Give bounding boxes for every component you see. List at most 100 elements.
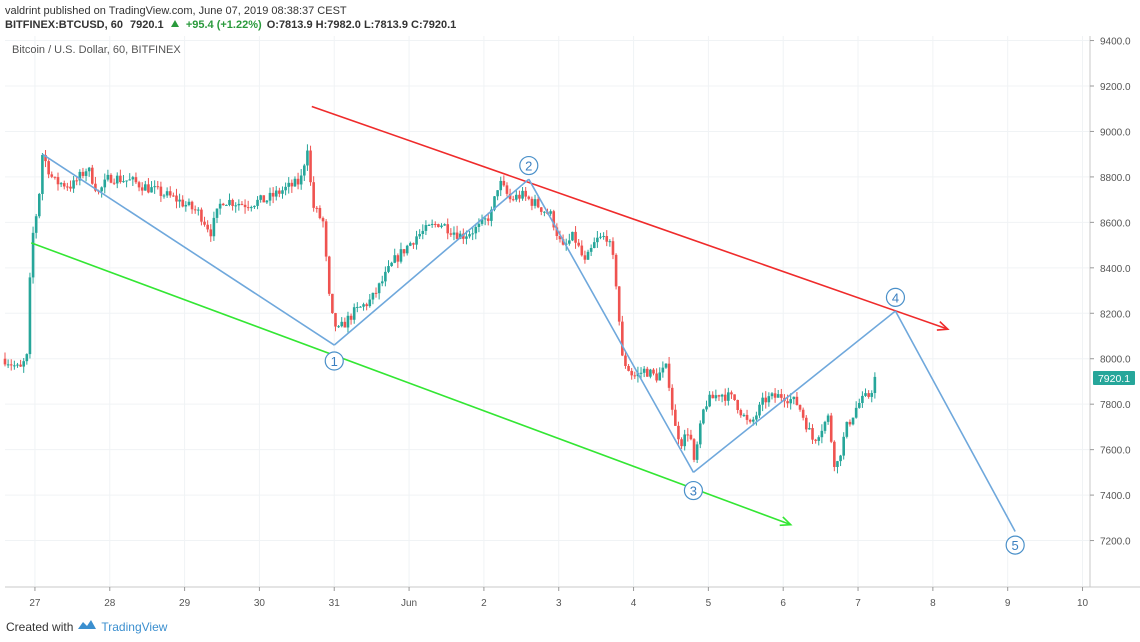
candle-body (109, 174, 113, 183)
candle-body (150, 187, 153, 193)
candle-body (698, 423, 702, 445)
candle-body (418, 233, 421, 237)
candle-body (664, 363, 668, 368)
candle-body (250, 207, 253, 209)
candle-body (804, 417, 808, 430)
candle-body (31, 232, 35, 278)
candle-body (748, 419, 752, 422)
candle-body (312, 182, 315, 208)
candle-body (742, 414, 746, 416)
candle-body (568, 240, 571, 244)
candle-body (144, 184, 147, 191)
candle-body (324, 221, 328, 257)
candle-body (259, 195, 262, 200)
candle-body (592, 242, 596, 248)
candle-body (455, 232, 459, 239)
candle-body (100, 187, 103, 192)
last-price-badge: 7920.1 (1093, 371, 1135, 385)
candle-body (159, 186, 163, 196)
candle-body (829, 415, 833, 442)
candle-body (857, 402, 861, 408)
candle-body (234, 205, 238, 207)
candle-body (661, 367, 665, 373)
candle-body (6, 364, 10, 366)
candle-body (864, 393, 867, 396)
candle-body (558, 236, 562, 240)
candle-body (41, 154, 44, 194)
candle-body (574, 231, 577, 243)
candle-body (480, 219, 484, 224)
candle-body (203, 221, 206, 225)
candle-body (268, 192, 272, 201)
candle-body (854, 407, 858, 418)
x-tick-label: 31 (329, 598, 341, 609)
candle-body (122, 181, 125, 183)
candle-body (652, 369, 655, 374)
candle-body (402, 249, 406, 254)
candle-body (583, 255, 587, 260)
footer: Created with TradingView (6, 619, 167, 634)
wave-label: 5 (1012, 538, 1019, 553)
candle-body (278, 190, 281, 194)
x-axis: 27 28 29 30 31 Jun 2 3 4 5 6 7 8 9 10 (29, 587, 1089, 609)
candle-body (437, 224, 440, 228)
candle-body (178, 199, 181, 202)
candle-body (290, 182, 294, 187)
candle-body (153, 186, 156, 188)
candle-body (621, 321, 624, 356)
candle-body (274, 190, 278, 197)
candles (3, 144, 877, 474)
candle-body (539, 207, 543, 212)
ohlc-values: O:7813.9 H:7982.0 L:7813.9 C:7920.1 (266, 19, 457, 31)
y-tick-label: 9000.0 (1100, 127, 1131, 138)
y-tick-label: 7400.0 (1100, 491, 1131, 502)
candle-body (465, 236, 468, 239)
candle-body (870, 393, 874, 397)
candle-body (599, 236, 602, 238)
candle-body (119, 175, 122, 183)
candle-body (246, 207, 250, 209)
candle-body (649, 369, 652, 377)
candle-body (801, 409, 805, 418)
candle-body (602, 236, 605, 238)
candle-body (209, 229, 213, 237)
candle-body (624, 355, 627, 366)
candle-body (508, 193, 512, 200)
candle-body (265, 200, 269, 203)
wave-label: 4 (892, 290, 899, 305)
candle-body (134, 177, 138, 183)
candle-body (331, 293, 334, 314)
candle-body (658, 372, 662, 381)
candle-body (714, 395, 718, 399)
candle-body (427, 224, 431, 226)
candle-body (390, 262, 393, 267)
y-tick-label: 7200.0 (1100, 537, 1131, 548)
candle-body (586, 251, 590, 260)
candle-body (165, 191, 169, 196)
wave-label-circle (324, 351, 344, 371)
candle-body (340, 321, 344, 327)
wave-label: 3 (690, 484, 697, 499)
candle-body (811, 428, 814, 440)
candle-body (81, 171, 85, 176)
up-triangle-icon (170, 20, 179, 27)
wave-label-circle (1005, 535, 1025, 555)
candle-body (334, 313, 337, 327)
candle-body (611, 241, 615, 255)
candle-body (543, 211, 546, 213)
candle-body (162, 195, 166, 197)
candle-body (711, 394, 715, 399)
candle-body (767, 396, 771, 403)
candle-body (836, 461, 839, 467)
candle-body (405, 245, 409, 254)
candle-body (175, 195, 178, 202)
candle-body (306, 150, 309, 166)
wave-label-circle (683, 480, 704, 501)
candle-body (477, 223, 481, 228)
candle-body (399, 249, 403, 262)
candle-body (240, 203, 244, 205)
candle-body (78, 171, 82, 181)
candle-body (515, 194, 518, 200)
candle-body (19, 364, 22, 367)
